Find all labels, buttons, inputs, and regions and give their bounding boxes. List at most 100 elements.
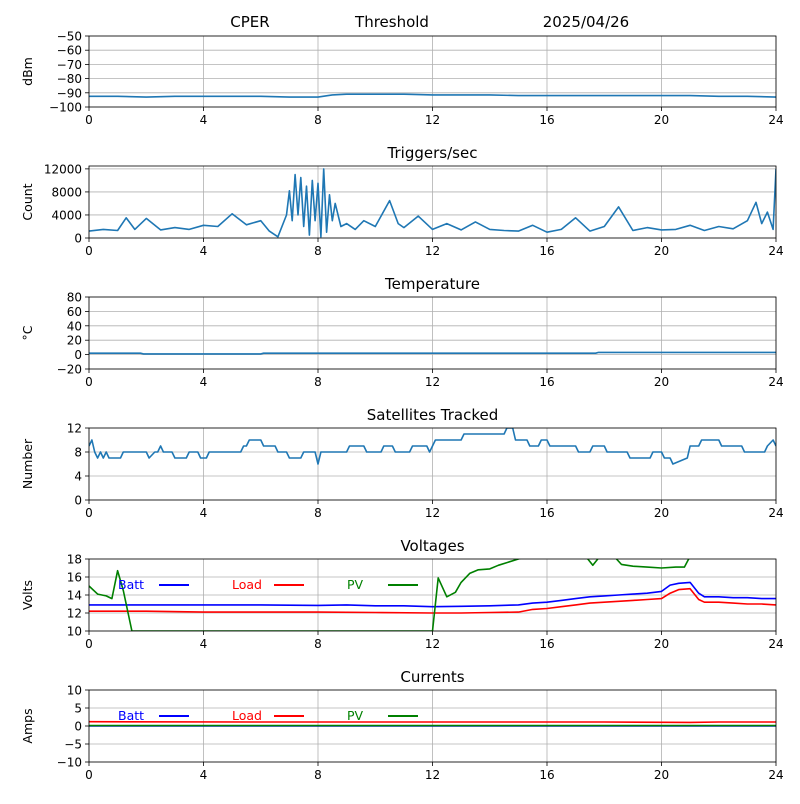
x-tick-label-temperature-5: 20 — [654, 375, 669, 389]
x-tick-label-voltages-0: 0 — [85, 637, 93, 651]
x-tick-label-dbm-2: 8 — [314, 113, 322, 127]
x-tick-label-dbm-6: 24 — [768, 113, 783, 127]
panel-satellites: 0 4 8 12 16 20 24 0 4 8 12 Satellites Tracked Number — [20, 406, 784, 520]
y-tick-label-satellites-2: 8 — [74, 446, 82, 460]
y-tick-label-temperature-3: 40 — [67, 319, 82, 333]
x-tick-label-satellites-0: 0 — [85, 506, 93, 520]
y-tick-label-currents-4: 10 — [67, 684, 82, 698]
series-line-voltages-load — [89, 587, 776, 614]
x-tick-label-temperature-1: 4 — [200, 375, 208, 389]
legend-label-currents-load: Load — [232, 708, 262, 723]
header-date: 2025/04/26 — [543, 13, 629, 31]
y-tick-label-triggers-0: 0 — [74, 232, 82, 246]
panel-triggers: 0 4 8 12 16 20 24 0 4000 8000 12000 Triggers/sec Cou… — [20, 144, 784, 258]
x-tick-label-satellites-5: 20 — [654, 506, 669, 520]
chart-title-satellites: Satellites Tracked — [367, 406, 498, 424]
y-tick-label-temperature-5: 80 — [67, 291, 82, 305]
x-tick-label-voltages-1: 4 — [200, 637, 208, 651]
y-tick-label-satellites-0: 0 — [74, 494, 82, 508]
chart-title-voltages: Voltages — [400, 537, 464, 555]
y-tick-label-triggers-1: 4000 — [51, 208, 82, 222]
y-tick-label-currents-1: −5 — [64, 738, 82, 752]
y-tick-label-temperature-1: 0 — [74, 348, 82, 362]
chart-title-temperature: Temperature — [384, 275, 480, 293]
x-tick-label-dbm-5: 20 — [654, 113, 669, 127]
y-axis-label-temperature: °C — [20, 325, 35, 340]
panel-currents: 0 4 8 12 16 20 24 −10 −5 0 5 10 Currents Amps Batt Load… — [20, 668, 784, 782]
series-group-triggers — [89, 168, 776, 238]
x-tick-label-currents-3: 12 — [425, 768, 440, 782]
x-tick-label-currents-1: 4 — [200, 768, 208, 782]
x-tick-label-dbm-1: 4 — [200, 113, 208, 127]
panel-dbm: 0 4 8 12 16 20 24 −100−90−80−70−60−50 dBm — [20, 30, 784, 128]
x-tick-label-triggers-4: 16 — [539, 244, 554, 258]
y-tick-label-dbm-3: −70 — [57, 58, 82, 72]
series-line-triggers-0 — [89, 168, 776, 238]
chart-title-triggers: Triggers/sec — [387, 144, 478, 162]
legend-label-voltages-batt: Batt — [118, 577, 144, 592]
panel-voltages: 0 4 8 12 16 20 24 10 12 14 16 18 Voltages Volts Batt Lo… — [20, 537, 784, 651]
series-line-satellites-0 — [89, 428, 776, 465]
x-tick-label-temperature-0: 0 — [85, 375, 93, 389]
x-tick-label-currents-6: 24 — [768, 768, 783, 782]
x-tick-label-triggers-5: 20 — [654, 244, 669, 258]
y-tick-label-voltages-2: 14 — [67, 589, 82, 603]
y-tick-label-triggers-3: 12000 — [44, 162, 82, 176]
header-threshold: Threshold — [354, 13, 429, 31]
y-tick-label-dbm-1: −90 — [57, 86, 82, 100]
y-tick-label-temperature-0: −20 — [57, 363, 82, 377]
series-group-dbm — [89, 93, 776, 98]
y-tick-label-dbm-2: −80 — [57, 72, 82, 86]
x-tick-label-voltages-3: 12 — [425, 637, 440, 651]
legend-label-voltages-pv: PV — [347, 577, 364, 592]
y-tick-label-voltages-1: 12 — [67, 607, 82, 621]
y-tick-label-voltages-3: 16 — [67, 571, 82, 585]
legend-label-voltages-load: Load — [232, 577, 262, 592]
y-tick-label-voltages-4: 18 — [67, 553, 82, 567]
y-axis-label-satellites: Number — [20, 438, 35, 489]
y-axis-label-currents: Amps — [20, 708, 35, 743]
header-site: CPER — [230, 13, 269, 31]
legend-label-currents-pv: PV — [347, 708, 364, 723]
x-tick-label-currents-4: 16 — [539, 768, 554, 782]
y-tick-label-temperature-2: 20 — [67, 334, 82, 348]
x-tick-label-triggers-2: 8 — [314, 244, 322, 258]
y-axis-label-voltages: Volts — [20, 580, 35, 610]
y-tick-label-currents-2: 0 — [74, 720, 82, 734]
y-tick-label-dbm-5: −50 — [57, 30, 82, 44]
series-line-currents-load — [89, 720, 776, 724]
x-tick-label-dbm-0: 0 — [85, 113, 93, 127]
series-line-voltages-batt — [89, 581, 776, 608]
chart-title-currents: Currents — [400, 668, 464, 686]
x-tick-label-temperature-6: 24 — [768, 375, 783, 389]
x-tick-label-dbm-4: 16 — [539, 113, 554, 127]
series-group-currents — [89, 720, 776, 727]
y-tick-label-dbm-0: −100 — [49, 101, 82, 115]
y-axis-label-dbm: dBm — [20, 57, 35, 86]
series-line-voltages-pv — [89, 559, 690, 631]
series-line-dbm-0 — [89, 93, 776, 98]
y-tick-label-voltages-0: 10 — [67, 625, 82, 639]
legend-label-currents-batt: Batt — [118, 708, 144, 723]
y-tick-label-currents-0: −10 — [57, 756, 82, 770]
y-tick-label-currents-3: 5 — [74, 702, 82, 716]
y-tick-label-temperature-4: 60 — [67, 305, 82, 319]
series-group-voltages — [89, 559, 776, 631]
x-tick-label-triggers-1: 4 — [200, 244, 208, 258]
y-tick-label-dbm-4: −60 — [57, 44, 82, 58]
x-tick-label-voltages-2: 8 — [314, 637, 322, 651]
x-tick-label-satellites-6: 24 — [768, 506, 783, 520]
x-tick-label-voltages-5: 20 — [654, 637, 669, 651]
x-tick-label-currents-2: 8 — [314, 768, 322, 782]
y-axis-label-triggers: Count — [20, 183, 35, 220]
x-tick-label-temperature-4: 16 — [539, 375, 554, 389]
x-tick-label-voltages-6: 24 — [768, 637, 783, 651]
y-tick-label-triggers-2: 8000 — [51, 185, 82, 199]
x-tick-label-satellites-3: 12 — [425, 506, 440, 520]
y-tick-label-satellites-1: 4 — [74, 470, 82, 484]
series-line-temperature-0 — [89, 351, 776, 355]
x-tick-label-temperature-3: 12 — [425, 375, 440, 389]
